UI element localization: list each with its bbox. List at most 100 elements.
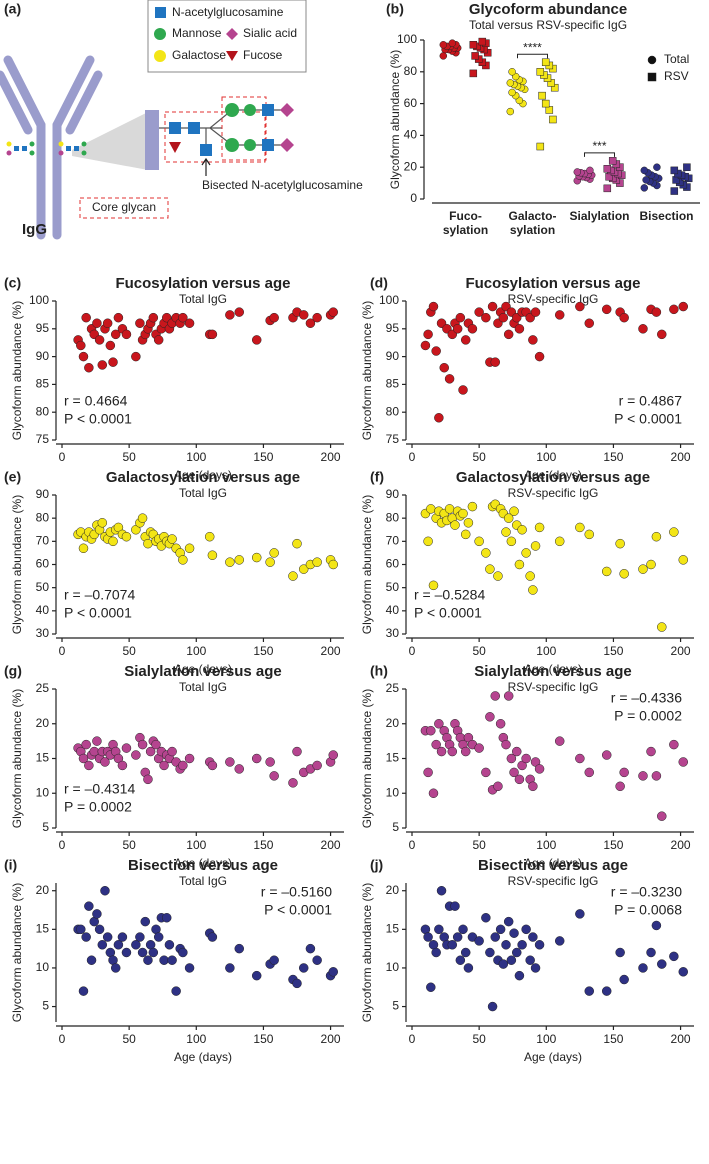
chart-title: Galactosylation versus age	[106, 469, 300, 486]
chart-title: Bisection versus age	[128, 857, 278, 874]
x-tick-label: 200	[671, 1032, 691, 1046]
data-point	[171, 986, 181, 996]
x-tick-label: 0	[59, 450, 66, 464]
y-axis-title: Glycoform abundance (%)	[10, 689, 24, 828]
x-tick-label: 150	[603, 1032, 623, 1046]
x-tick-label: 200	[321, 644, 341, 658]
y-tick-label: 80	[36, 510, 50, 524]
data-point	[113, 940, 124, 950]
panel-label: (e)	[4, 469, 21, 485]
data-point	[143, 538, 153, 549]
data-point	[102, 932, 113, 942]
chart-subtitle: Total IgG	[179, 292, 227, 306]
data-point	[651, 920, 662, 931]
data-point	[657, 622, 667, 632]
data-point	[530, 307, 541, 317]
y-tick-label: 10	[386, 960, 400, 974]
data-point	[530, 963, 541, 973]
data-point	[423, 767, 433, 778]
x-tick-label: 150	[253, 450, 273, 464]
y-tick-label: 10	[36, 785, 50, 799]
data-point	[474, 536, 484, 547]
data-point	[619, 569, 629, 579]
data-point	[601, 566, 612, 577]
data-point	[586, 166, 594, 175]
data-point	[541, 99, 550, 108]
x-tick-label: 0	[409, 644, 416, 658]
data-point	[575, 909, 585, 919]
data-point	[105, 340, 116, 351]
data-point	[153, 932, 164, 942]
y-tick-label: 20	[404, 159, 418, 173]
data-point	[312, 557, 322, 567]
data-point	[121, 947, 132, 958]
data-point	[554, 936, 565, 946]
annotation: r = –0.4336	[611, 690, 682, 706]
data-point	[601, 750, 612, 760]
core-label: Core glycan	[92, 200, 156, 214]
data-point	[428, 301, 439, 312]
data-point	[528, 781, 538, 792]
data-point	[670, 187, 679, 195]
y-tick-label: 15	[386, 922, 400, 936]
significance-bracket	[517, 53, 548, 59]
y-tick-label: 40	[386, 603, 400, 617]
data-point	[251, 552, 262, 563]
data-point	[506, 107, 515, 116]
data-point	[501, 940, 511, 950]
zoom-wedge	[72, 112, 148, 170]
data-point	[460, 746, 471, 757]
data-point	[137, 947, 148, 958]
data-point	[426, 504, 436, 514]
data-point	[102, 318, 113, 328]
y-tick-label: 95	[386, 321, 400, 335]
data-point	[292, 746, 302, 757]
x-tick-label: 0	[59, 644, 66, 658]
data-point	[619, 767, 629, 778]
data-point	[251, 753, 262, 764]
legend-fucose	[226, 51, 238, 61]
y-tick-label: 90	[386, 487, 400, 501]
category-label: Sialylation	[569, 209, 629, 223]
y-tick-label: 5	[42, 820, 49, 834]
x-tick-label: 200	[671, 450, 691, 464]
data-point	[603, 165, 612, 173]
data-point	[601, 986, 612, 996]
data-point	[525, 571, 535, 581]
data-point	[467, 324, 478, 334]
data-point	[92, 909, 102, 919]
data-point	[460, 335, 471, 345]
data-point	[534, 522, 545, 533]
data-point	[455, 312, 466, 323]
data-point	[485, 712, 495, 722]
data-point	[460, 947, 471, 958]
data-point	[292, 538, 302, 549]
y-tick-label: 80	[404, 64, 418, 78]
y-tick-label: 0	[410, 191, 417, 205]
data-point	[638, 564, 648, 574]
data-point	[608, 157, 617, 165]
x-tick-label: 200	[671, 838, 691, 852]
data-point	[573, 168, 582, 176]
data-point	[528, 335, 538, 345]
data-point	[469, 69, 478, 78]
data-point	[615, 781, 625, 792]
data-point	[508, 68, 516, 76]
x-tick-label: 200	[321, 838, 341, 852]
x-tick-label: 50	[122, 644, 136, 658]
x-axis-title: Age (days)	[174, 1050, 232, 1064]
data-point	[536, 68, 545, 76]
data-point	[521, 924, 531, 935]
legend-label: Mannose	[172, 26, 222, 40]
x-axis-title: Age (days)	[524, 662, 582, 676]
y-tick-label: 20	[386, 716, 400, 730]
data-point	[225, 310, 235, 320]
x-tick-label: 150	[253, 644, 273, 658]
data-point	[615, 538, 625, 549]
annotation: r = –0.4314	[64, 781, 135, 797]
data-point	[458, 508, 468, 519]
data-point	[305, 943, 316, 954]
y-tick-label: 75	[386, 432, 400, 446]
data-point	[234, 943, 245, 954]
legend-marker	[647, 55, 657, 65]
